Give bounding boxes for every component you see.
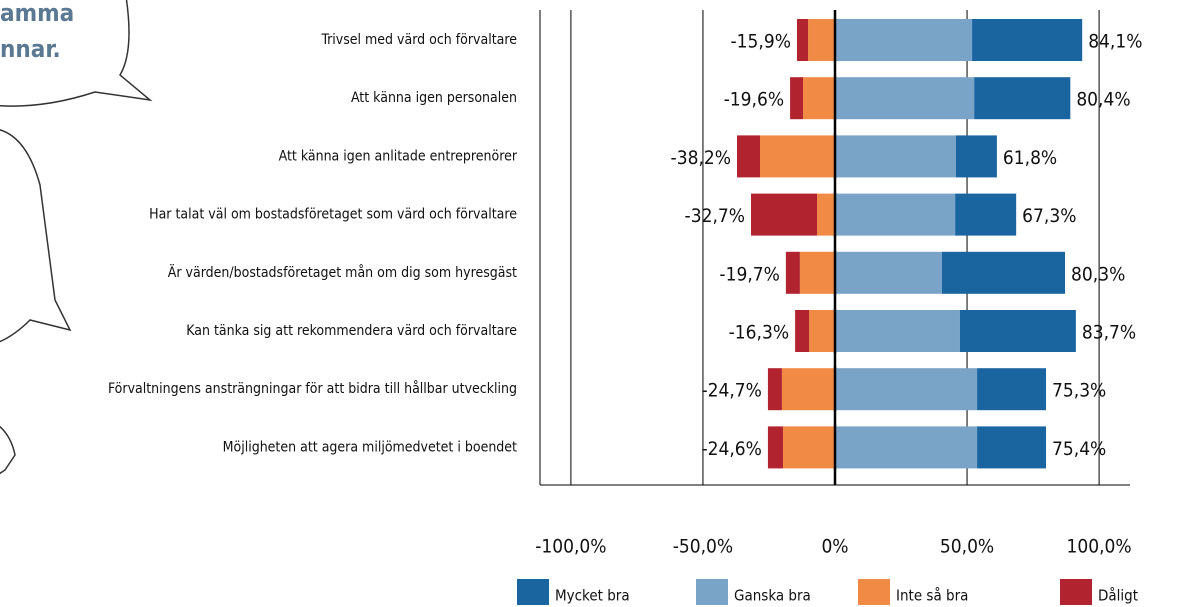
- bar-segment: [835, 194, 955, 236]
- x-tick-label: -50,0%: [673, 536, 733, 558]
- bar-segment: [768, 368, 782, 410]
- page: amma nnar. -100,0% -50,0% 0% 50,0% 100,0% Tri…: [0, 0, 1177, 607]
- bar-segment: [835, 77, 974, 119]
- speech-bubbles: [0, 0, 150, 480]
- value-label: -24,6%: [701, 438, 761, 460]
- legend-swatch: [858, 579, 890, 605]
- bar-segment: [835, 310, 960, 352]
- category-label: Att känna igen anlitade entreprenörer: [279, 148, 518, 164]
- category-label: Har talat väl om bostadsföretaget som vä…: [149, 207, 517, 223]
- bar-segment: [809, 310, 835, 352]
- value-label: 83,7%: [1082, 322, 1136, 344]
- bar-segment: [768, 426, 783, 468]
- category-label: Möjligheten att agera miljömedvetet i bo…: [223, 439, 517, 455]
- bar-segment: [808, 19, 835, 61]
- value-label: -24,7%: [701, 380, 761, 402]
- bar-segment: [737, 135, 760, 177]
- value-label: -32,7%: [685, 205, 745, 227]
- x-tick-label: -100,0%: [535, 536, 606, 558]
- bar-segment: [974, 77, 1070, 119]
- bar-segment: [760, 135, 835, 177]
- bar-segment: [800, 252, 835, 294]
- bar-segment: [977, 368, 1046, 410]
- bubble: [0, 420, 15, 480]
- bar-segment: [835, 426, 977, 468]
- legend-swatch: [696, 579, 728, 605]
- bar-segment: [835, 19, 972, 61]
- bar-segment: [942, 252, 1065, 294]
- bar-segment: [790, 77, 803, 119]
- value-label: 61,8%: [1003, 147, 1057, 169]
- bar-segment: [817, 194, 835, 236]
- legend-swatch: [1060, 579, 1092, 605]
- category-label: Kan tänka sig att rekommendera värd och …: [186, 323, 517, 339]
- x-tick-label: 50,0%: [940, 536, 994, 558]
- x-tick-label: 100,0%: [1067, 536, 1132, 558]
- legend-swatch: [517, 579, 549, 605]
- bar-segment: [977, 426, 1046, 468]
- category-label: Trivsel med värd och förvaltare: [320, 32, 517, 48]
- legend-label: Inte så bra: [896, 587, 968, 605]
- value-label: 84,1%: [1088, 31, 1142, 53]
- bar-segment: [835, 135, 956, 177]
- value-label: 80,3%: [1071, 263, 1125, 285]
- value-label: 75,4%: [1052, 438, 1106, 460]
- legend-label: Dåligt: [1098, 587, 1138, 605]
- value-label: -19,6%: [724, 89, 784, 111]
- category-label: Att känna igen personalen: [351, 90, 517, 106]
- x-tick-label: 0%: [821, 536, 848, 558]
- bar-segment: [960, 310, 1076, 352]
- bar-segment: [786, 252, 800, 294]
- value-label: 67,3%: [1022, 205, 1076, 227]
- bar-segment: [797, 19, 808, 61]
- value-label: -16,3%: [729, 322, 789, 344]
- value-label: -38,2%: [671, 147, 731, 169]
- category-label: Förvaltningens ansträngningar för att bi…: [108, 380, 517, 397]
- value-label: -19,7%: [719, 263, 779, 285]
- legend-label: Mycket bra: [555, 587, 630, 605]
- chart: amma nnar. -100,0% -50,0% 0% 50,0% 100,0% Tri…: [0, 0, 1177, 607]
- value-label: -15,9%: [731, 31, 791, 53]
- bar-segment: [955, 194, 1016, 236]
- bar-segment: [835, 252, 942, 294]
- bar-segment: [835, 368, 977, 410]
- legend-label: Ganska bra: [734, 587, 811, 605]
- value-label: 80,4%: [1076, 89, 1130, 111]
- bar-segment: [783, 426, 835, 468]
- value-label: 75,3%: [1052, 380, 1106, 402]
- bar-segment: [795, 310, 809, 352]
- callout-text: nnar.: [0, 35, 61, 63]
- category-label: Är värden/bostadsföretaget mån om dig so…: [168, 263, 517, 281]
- bar-segment: [803, 77, 835, 119]
- bar-segment: [956, 135, 997, 177]
- bubble: [0, 128, 70, 345]
- bar-segment: [751, 194, 817, 236]
- bar-segment: [782, 368, 835, 410]
- bar-segment: [972, 19, 1082, 61]
- callout-text: amma: [0, 0, 74, 27]
